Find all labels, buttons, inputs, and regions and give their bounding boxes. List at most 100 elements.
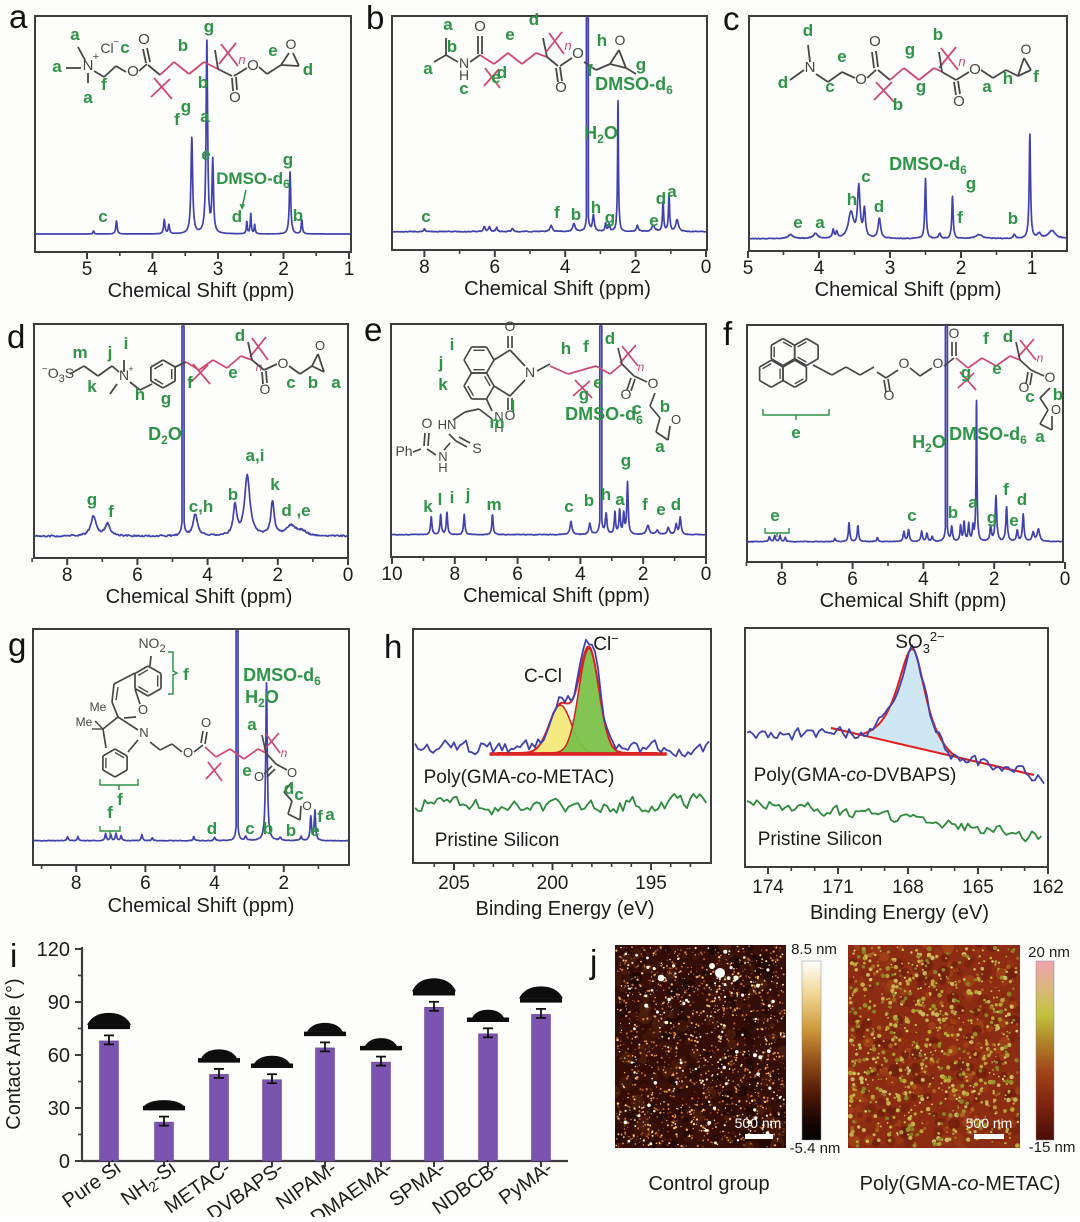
- svg-text:Binding Energy (eV): Binding Energy (eV): [476, 898, 655, 920]
- svg-text:j: j: [438, 353, 444, 372]
- svg-text:a: a: [968, 493, 978, 512]
- svg-text:2: 2: [279, 873, 290, 894]
- svg-text:e: e: [656, 500, 665, 519]
- svg-text:f: f: [107, 803, 113, 822]
- svg-text:Chemical Shift (ppm): Chemical Shift (ppm): [815, 279, 1002, 301]
- svg-text:Me: Me: [90, 700, 107, 714]
- svg-text:a: a: [247, 715, 257, 734]
- svg-text:20 nm: 20 nm: [1028, 944, 1070, 961]
- svg-text:e: e: [242, 761, 251, 780]
- svg-text:-15 nm: -15 nm: [1029, 1139, 1076, 1156]
- svg-text:165: 165: [962, 877, 994, 898]
- svg-text:O: O: [855, 71, 867, 88]
- svg-text:O: O: [422, 415, 433, 431]
- svg-text:O: O: [1045, 369, 1056, 385]
- svg-text:120: 120: [37, 939, 70, 961]
- svg-text:C-Cl: C-Cl: [524, 666, 562, 687]
- svg-text:5: 5: [82, 259, 93, 280]
- svg-text:a: a: [325, 805, 335, 824]
- svg-text:N: N: [119, 367, 129, 383]
- svg-text:b: b: [308, 373, 318, 392]
- svg-text:j: j: [589, 943, 597, 980]
- svg-text:d: d: [7, 318, 25, 355]
- svg-text:8: 8: [62, 565, 73, 586]
- svg-text:b: b: [1008, 209, 1018, 228]
- svg-text:N: N: [459, 55, 469, 71]
- svg-text:d: d: [671, 495, 681, 514]
- svg-text:c: c: [286, 373, 295, 392]
- svg-text:f: f: [183, 665, 189, 684]
- svg-text:N: N: [139, 725, 148, 740]
- svg-text:n: n: [238, 52, 245, 67]
- svg-text:g: g: [636, 55, 646, 74]
- svg-text:DMSO-d6: DMSO-d6: [595, 74, 673, 97]
- svg-text:b: b: [933, 25, 943, 44]
- svg-text:O: O: [1051, 402, 1061, 417]
- svg-text:h: h: [135, 385, 145, 404]
- svg-text:Chemical Shift (ppm): Chemical Shift (ppm): [108, 895, 295, 917]
- svg-text:O: O: [474, 18, 486, 35]
- svg-text:8.5 nm: 8.5 nm: [791, 941, 837, 958]
- svg-text:m: m: [72, 343, 87, 362]
- svg-text:i: i: [450, 488, 455, 507]
- svg-text:k: k: [270, 475, 280, 494]
- svg-text:Pristine Silicon: Pristine Silicon: [758, 829, 883, 850]
- svg-text:8: 8: [419, 257, 430, 278]
- svg-text:N: N: [438, 449, 447, 464]
- svg-text:m: m: [486, 495, 501, 514]
- svg-text:d: d: [207, 819, 217, 838]
- svg-text:f: f: [957, 208, 963, 227]
- svg-text:6: 6: [512, 564, 523, 585]
- svg-text:c: c: [98, 207, 107, 226]
- svg-text:O: O: [671, 412, 681, 427]
- svg-text:b: b: [228, 485, 238, 504]
- svg-text:200: 200: [537, 873, 569, 894]
- svg-text:f: f: [642, 495, 648, 514]
- svg-text:h: h: [1003, 69, 1013, 88]
- svg-text:O: O: [302, 799, 311, 813]
- svg-text:d: d: [1017, 490, 1027, 509]
- svg-text:c: c: [632, 399, 641, 418]
- svg-text:O: O: [260, 381, 271, 397]
- svg-text:Chemical Shift (ppm): Chemical Shift (ppm): [464, 278, 651, 300]
- svg-text:e: e: [791, 423, 800, 442]
- svg-text:90: 90: [48, 992, 70, 1014]
- svg-text:O: O: [899, 355, 910, 371]
- svg-text:b: b: [948, 503, 958, 522]
- svg-text:8: 8: [450, 564, 461, 585]
- svg-text:a: a: [9, 0, 28, 35]
- svg-text:4: 4: [209, 873, 220, 894]
- svg-text:g: g: [283, 150, 293, 169]
- svg-text:N: N: [494, 409, 503, 424]
- svg-text:g: g: [87, 490, 97, 509]
- svg-text:2: 2: [989, 569, 1000, 590]
- svg-text:6: 6: [490, 257, 501, 278]
- svg-text:h: h: [561, 339, 571, 358]
- svg-text:Control group: Control group: [648, 1173, 769, 1195]
- svg-text:O: O: [933, 355, 944, 371]
- svg-text:0: 0: [343, 565, 354, 586]
- svg-text:c: c: [723, 0, 740, 37]
- svg-text:c: c: [294, 785, 303, 804]
- svg-text:O: O: [127, 63, 139, 80]
- svg-text:4: 4: [147, 259, 158, 280]
- svg-text:4: 4: [560, 257, 571, 278]
- svg-text:1: 1: [1027, 258, 1038, 279]
- svg-text:e: e: [770, 506, 779, 525]
- svg-text:a: a: [52, 57, 62, 76]
- svg-text:c: c: [459, 79, 468, 98]
- svg-text:g: g: [204, 17, 214, 36]
- svg-text:+: +: [128, 364, 133, 374]
- svg-text:h: h: [601, 485, 611, 504]
- svg-text:f: f: [554, 203, 560, 222]
- svg-text:NO2: NO2: [138, 635, 165, 655]
- svg-text:a: a: [443, 15, 453, 34]
- svg-text:l: l: [511, 397, 516, 416]
- svg-text:g: g: [987, 508, 997, 527]
- svg-text:b: b: [584, 491, 594, 510]
- svg-text:f: f: [587, 61, 593, 80]
- svg-text:Poly(GMA-co-METAC): Poly(GMA-co-METAC): [424, 767, 615, 788]
- svg-text:c: c: [907, 506, 916, 525]
- svg-text:a,i: a,i: [246, 446, 265, 465]
- svg-text:a: a: [423, 59, 433, 78]
